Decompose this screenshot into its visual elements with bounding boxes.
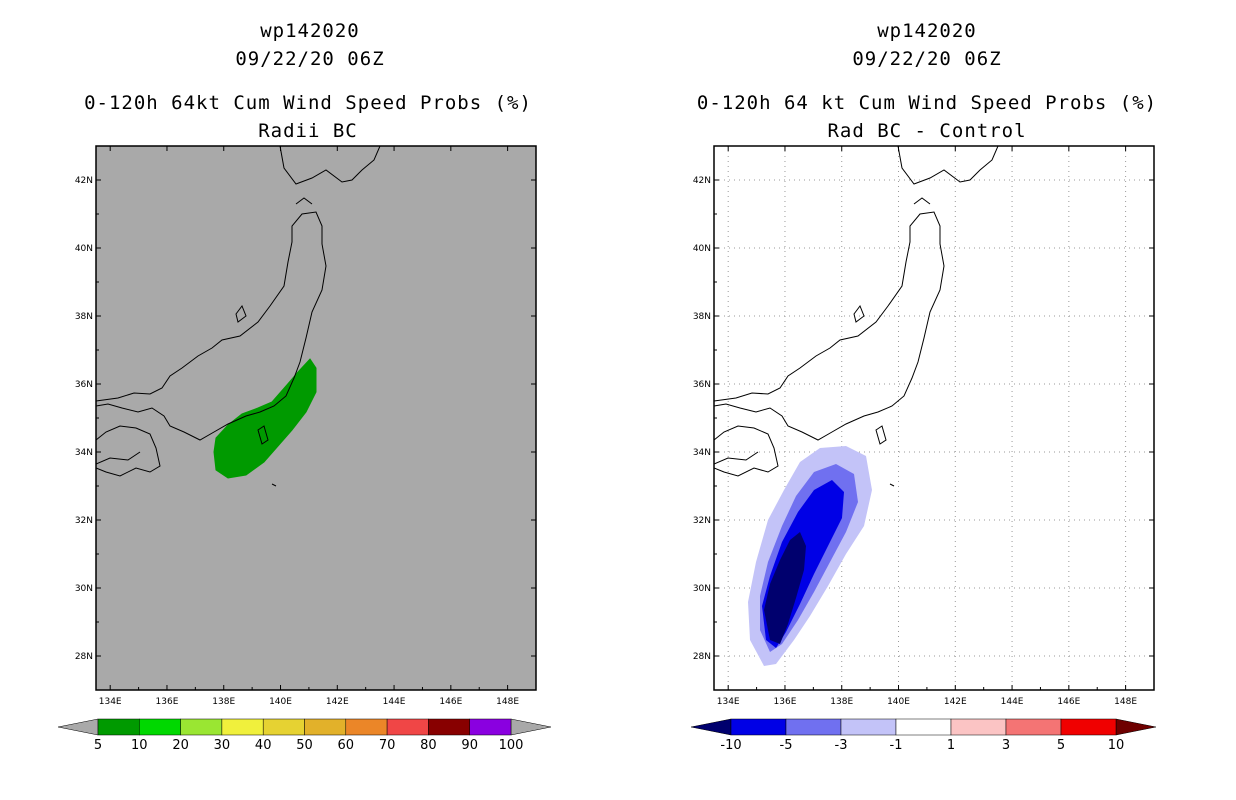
right-title-storm-id: wp142020 [877, 20, 977, 42]
colorbar-label: -1 [890, 738, 903, 753]
right-map-panel: 134E 136E 138E 140E 142E 144E 146E 148E 28N 30N 32… [693, 145, 1155, 707]
colorbar-label: 40 [255, 738, 272, 753]
left-map-panel: 134E 136E 138E 140E 142E 144E 146E 148E 28N 30N 32… [75, 145, 537, 707]
right-coastline [714, 146, 999, 487]
colorbar-label: 30 [214, 738, 231, 753]
colorbar-label: 10 [131, 738, 148, 753]
lat-tick-label: 36N [693, 380, 711, 390]
colorbar-swatch [304, 718, 347, 736]
left-title-subtitle: Radii BC [258, 120, 358, 142]
colorbar-label: 5 [1057, 738, 1065, 753]
colorbar-label: 50 [296, 738, 313, 753]
lon-tick-label: 144E [1001, 697, 1024, 707]
lon-tick-label: 144E [383, 697, 406, 707]
colorbar-label: -10 [720, 738, 741, 753]
left-coastline [96, 146, 381, 487]
colorbar-label: 3 [1002, 738, 1010, 753]
colorbar-swatch [180, 718, 223, 736]
left-title-datetime: 09/22/20 06Z [235, 48, 385, 70]
lat-tick-label: 28N [693, 652, 711, 662]
colorbar-label: 70 [379, 738, 396, 753]
lon-tick-label: 146E [439, 697, 462, 707]
lon-tick-label: 146E [1057, 697, 1080, 707]
lat-tick-label: 40N [693, 244, 711, 254]
colorbar-swatch [221, 718, 264, 736]
right-title-datetime: 09/22/20 06Z [852, 48, 1002, 70]
lon-tick-label: 136E [156, 697, 179, 707]
lat-tick-label: 38N [693, 312, 711, 322]
colorbar-swatch [97, 718, 140, 736]
lon-tick-label: 142E [944, 697, 967, 707]
lat-tick-label: 36N [75, 380, 93, 390]
colorbar-label: 80 [420, 738, 437, 753]
colorbar-label: -3 [835, 738, 848, 753]
lon-tick-label: 142E [326, 697, 349, 707]
lon-tick-label: 134E [717, 697, 740, 707]
colorbar-label: 60 [338, 738, 355, 753]
right-title-product: 0-120h 64 kt Cum Wind Speed Probs (%) [696, 92, 1158, 114]
colorbar-swatch [730, 718, 787, 736]
colorbar-label: 1 [947, 738, 955, 753]
lon-tick-label: 134E [99, 697, 122, 707]
lon-tick-label: 138E [830, 697, 853, 707]
diff-contour-minus10 [764, 532, 806, 644]
colorbar-label: 10 [1108, 738, 1125, 753]
colorbar-swatch [785, 718, 842, 736]
left-probability-area-green [213, 358, 317, 479]
lat-tick-label: 32N [75, 516, 93, 526]
colorbar-label: 5 [94, 738, 102, 753]
left-title-product: 0-120h 64kt Cum Wind Speed Probs (%) [84, 92, 532, 114]
lon-tick-label: 140E [887, 697, 910, 707]
right-gridlines [714, 146, 1154, 690]
colorbar-swatch [950, 718, 1007, 736]
lat-tick-label: 30N [693, 584, 711, 594]
colorbar-swatch [345, 718, 388, 736]
colorbar-swatch [469, 718, 512, 736]
colorbar-label: 20 [172, 738, 189, 753]
lon-tick-label: 148E [496, 697, 519, 707]
right-colorbar: -10 -5 -3 -1 1 3 5 10 [690, 718, 1157, 753]
lon-tick-label: 148E [1114, 697, 1137, 707]
left-axis-ticks [96, 145, 537, 690]
left-map-background [96, 146, 536, 690]
colorbar-right-triangle [1115, 718, 1157, 736]
lat-tick-label: 38N [75, 312, 93, 322]
colorbar-label: -5 [780, 738, 793, 753]
lat-tick-label: 34N [693, 448, 711, 458]
colorbar-left-triangle [57, 718, 99, 736]
colorbar-label: 90 [461, 738, 478, 753]
right-axis-labels: 134E 136E 138E 140E 142E 144E 146E 148E 28N 30N 32… [693, 176, 1138, 707]
right-axis-ticks [714, 145, 1155, 690]
colorbar-swatch [895, 718, 952, 736]
colorbar-left-triangle [690, 718, 732, 736]
colorbar-label: 100 [499, 738, 524, 753]
lat-tick-label: 42N [693, 176, 711, 186]
colorbar-right-triangle [510, 718, 552, 736]
lon-tick-label: 140E [269, 697, 292, 707]
colorbar-swatch [262, 718, 305, 736]
lon-tick-label: 138E [212, 697, 235, 707]
left-title-storm-id: wp142020 [260, 20, 360, 42]
left-colorbar: 5 10 20 30 40 50 60 70 80 90 100 [57, 718, 552, 753]
lat-tick-label: 28N [75, 652, 93, 662]
colorbar-swatch [428, 718, 470, 736]
lat-tick-label: 32N [693, 516, 711, 526]
colorbar-swatch [139, 718, 181, 736]
lat-tick-label: 30N [75, 584, 93, 594]
colorbar-swatch [1060, 718, 1117, 736]
lat-tick-label: 42N [75, 176, 93, 186]
lon-tick-label: 136E [774, 697, 797, 707]
lat-tick-label: 34N [75, 448, 93, 458]
colorbar-swatch [840, 718, 897, 736]
colorbar-swatch [386, 718, 429, 736]
colorbar-swatch [1005, 718, 1062, 736]
left-axis-labels: 134E 136E 138E 140E 142E 144E 146E 148E 28N 30N 32… [75, 176, 520, 707]
right-coastline-shapes [714, 146, 999, 487]
right-title-subtitle: Rad BC - Control [827, 120, 1027, 142]
lat-tick-label: 40N [75, 244, 93, 254]
